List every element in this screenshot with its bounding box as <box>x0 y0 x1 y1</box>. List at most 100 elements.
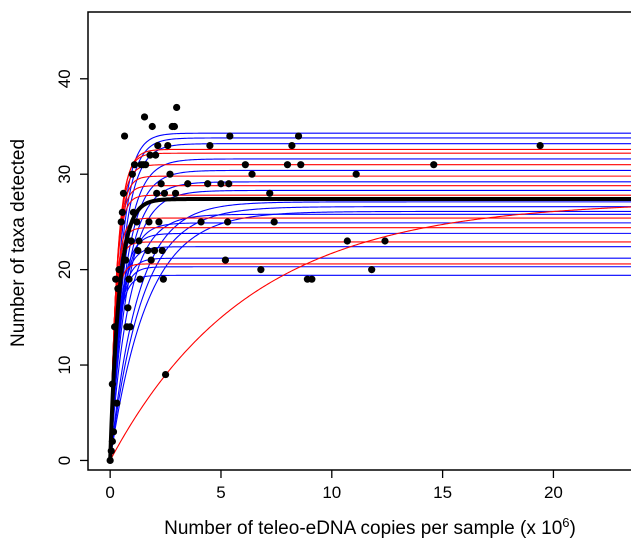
data-point-19 <box>127 237 135 245</box>
data-point-64 <box>266 189 274 197</box>
data-point-16 <box>124 304 132 312</box>
data-point-24 <box>134 246 142 255</box>
data-point-53 <box>197 218 205 226</box>
rarefaction-curve-23 <box>109 257 631 461</box>
data-point-25 <box>135 237 143 245</box>
data-point-10 <box>117 218 125 226</box>
rarefaction-curve-2 <box>109 143 631 461</box>
rarefaction-curve-1 <box>109 137 631 461</box>
x-tick-label-2: 10 <box>322 483 341 502</box>
data-point-45 <box>161 370 170 379</box>
data-point-30 <box>142 161 150 169</box>
rarefaction-curve-21 <box>109 241 631 461</box>
data-point-43 <box>159 275 167 283</box>
rarefaction-curve-7 <box>109 169 631 461</box>
data-point-44 <box>160 189 169 197</box>
mean-curve <box>108 197 631 461</box>
rarefaction-curve-13 <box>109 201 631 461</box>
data-point-55 <box>206 141 214 150</box>
rarefaction-curve-6 <box>109 164 631 461</box>
data-point-18 <box>126 323 134 331</box>
data-point-66 <box>283 161 292 169</box>
data-point-13 <box>120 132 129 140</box>
data-point-41 <box>157 180 165 188</box>
data-point-40 <box>155 218 163 226</box>
rarefaction-curve-10 <box>109 185 631 461</box>
y-tick-label-4: 40 <box>55 69 74 88</box>
data-point-7 <box>113 399 121 407</box>
data-point-20 <box>128 170 136 178</box>
data-point-14 <box>122 256 130 264</box>
rarefaction-curve-8 <box>109 175 631 461</box>
data-point-23 <box>133 218 141 226</box>
data-point-63 <box>257 266 265 274</box>
data-point-8 <box>114 285 122 293</box>
data-point-52 <box>184 180 192 188</box>
x-tick-label-3: 15 <box>433 483 452 502</box>
data-point-42 <box>158 246 166 255</box>
data-point-32 <box>145 218 153 226</box>
rarefaction-curve-17 <box>109 217 631 461</box>
rarefaction-curve-27 <box>109 206 631 461</box>
data-point-9 <box>115 266 123 274</box>
data-point-37 <box>152 151 160 159</box>
data-point-46 <box>164 141 172 150</box>
data-point-3 <box>108 380 116 388</box>
data-point-5 <box>111 323 119 331</box>
data-point-0 <box>106 456 114 465</box>
data-point-59 <box>225 180 233 188</box>
data-point-68 <box>294 132 303 140</box>
y-axis: 0 10 20 30 40 <box>55 69 88 465</box>
data-point-72 <box>343 237 351 245</box>
y-tick-label-3: 30 <box>55 165 74 184</box>
x-axis-title-main: Number of teleo-eDNA copies per sample (… <box>164 518 562 539</box>
data-point-21 <box>129 208 138 216</box>
y-tick-label-1: 10 <box>55 356 74 375</box>
data-point-67 <box>288 141 296 150</box>
rarefaction-curve-22 <box>109 246 631 461</box>
data-point-12 <box>119 189 128 197</box>
rarefaction-curve-20 <box>109 232 631 461</box>
rarefaction-curve-12 <box>109 194 631 461</box>
x-axis-title-exponent: 6 <box>562 515 569 530</box>
x-tick-label-0: 0 <box>105 483 114 502</box>
rarefaction-curve-11 <box>109 189 631 461</box>
rarefaction-curve-15 <box>109 210 631 461</box>
rarefaction-curve-14 <box>109 206 631 461</box>
data-point-62 <box>248 170 256 178</box>
x-tick-label-4: 20 <box>544 483 563 502</box>
rarefaction-curve-16 <box>109 213 631 461</box>
data-point-47 <box>166 170 174 178</box>
plot-border <box>87 11 631 471</box>
rarefaction-curve-5 <box>109 158 631 461</box>
data-point-36 <box>150 246 159 255</box>
data-point-50 <box>171 189 180 197</box>
rarefaction-curve-9 <box>109 181 631 461</box>
data-point-1 <box>107 447 115 455</box>
rarefaction-curve-0 <box>109 132 631 461</box>
data-point-77 <box>536 141 544 150</box>
data-point-76 <box>430 161 438 169</box>
rarefaction-curve-18 <box>109 222 631 461</box>
data-point-22 <box>130 161 139 169</box>
y-tick-label-2: 20 <box>55 260 74 279</box>
data-point-6 <box>112 275 120 283</box>
data-point-49 <box>170 122 179 131</box>
data-point-39 <box>154 141 162 150</box>
rarefaction-curve-3 <box>109 148 631 461</box>
data-point-17 <box>125 275 133 283</box>
x-axis-title: Number of teleo-eDNA copies per sample (… <box>164 515 576 539</box>
rarefaction-curve-19 <box>109 227 631 461</box>
x-axis: 0 5 10 15 20 <box>105 470 563 502</box>
data-point-54 <box>204 180 212 188</box>
data-point-75 <box>381 237 389 245</box>
data-point-26 <box>136 275 144 283</box>
data-point-73 <box>352 170 360 178</box>
data-point-31 <box>144 246 152 255</box>
data-point-65 <box>270 218 278 226</box>
data-point-38 <box>153 189 161 197</box>
x-tick-label-1: 5 <box>216 483 225 502</box>
plot-frame <box>87 11 631 471</box>
data-point-61 <box>241 161 249 169</box>
